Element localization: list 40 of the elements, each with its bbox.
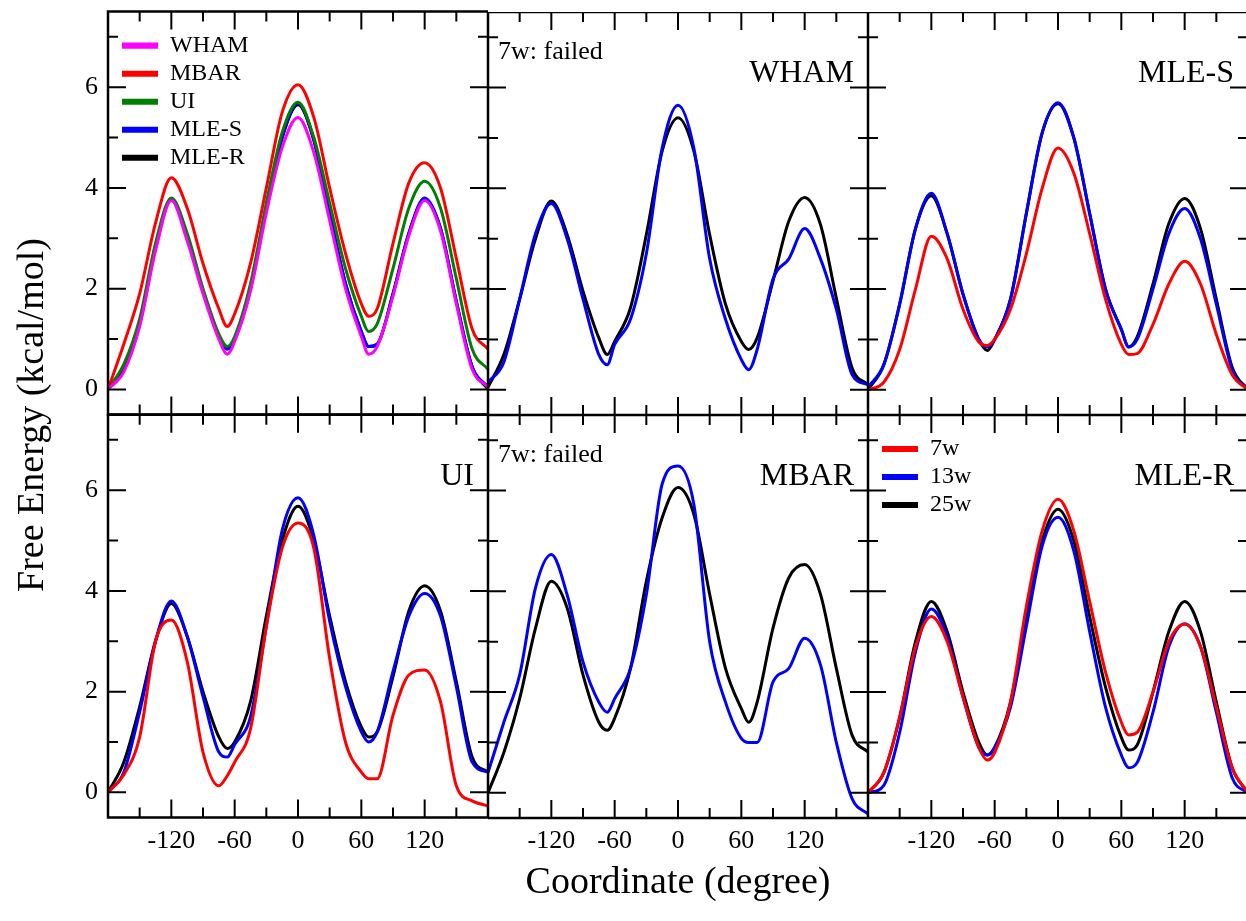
y-tick-label: 6 [85, 474, 98, 504]
x-tick-label: 60 [348, 825, 375, 855]
x-tick-label: -120 [147, 825, 196, 855]
legend-label: MLE-S [170, 115, 242, 142]
text: UI [440, 456, 474, 493]
x-tick-label: -120 [527, 825, 576, 855]
x-tick-label: 60 [728, 825, 755, 855]
x-tick-label: 60 [1108, 825, 1135, 855]
text: WHAM [749, 53, 854, 90]
y-tick-label: 4 [85, 575, 98, 605]
text: MBAR [759, 456, 855, 493]
y-tick-label: 0 [85, 776, 98, 806]
text: MLE-S [1138, 53, 1234, 90]
legend-label: 7w [930, 434, 960, 461]
x-tick-label: 120 [405, 825, 445, 855]
y-tick-label: 6 [85, 71, 98, 101]
legend-label: WHAM [170, 31, 249, 58]
x-axis-title: Coordinate (degree) [525, 858, 831, 902]
x-tick-label: 0 [291, 825, 305, 855]
legend-label: MBAR [170, 59, 241, 86]
annotation: 7w: failed [498, 35, 603, 65]
text: MLE-R [1134, 456, 1235, 493]
y-tick-label: 0 [85, 373, 98, 403]
x-tick-label: -120 [907, 825, 956, 855]
y-axis-title: Free Energy (kcal/mol) [8, 238, 52, 592]
x-tick-label: -60 [597, 825, 632, 855]
legend-label: UI [170, 87, 196, 114]
x-tick-label: 120 [1165, 825, 1205, 855]
x-tick-label: -60 [977, 825, 1012, 855]
y-tick-label: 2 [85, 272, 98, 302]
x-tick-label: -60 [217, 825, 252, 855]
x-tick-label: 0 [671, 825, 685, 855]
legend-label: 13w [930, 462, 972, 489]
x-tick-label: 120 [785, 825, 825, 855]
legend-label: MLE-R [170, 143, 245, 170]
annotation: 7w: failed [498, 438, 603, 468]
y-tick-label: 4 [85, 172, 98, 202]
x-tick-label: 0 [1051, 825, 1065, 855]
y-tick-label: 2 [85, 675, 98, 705]
legend-label: 25w [930, 490, 972, 517]
